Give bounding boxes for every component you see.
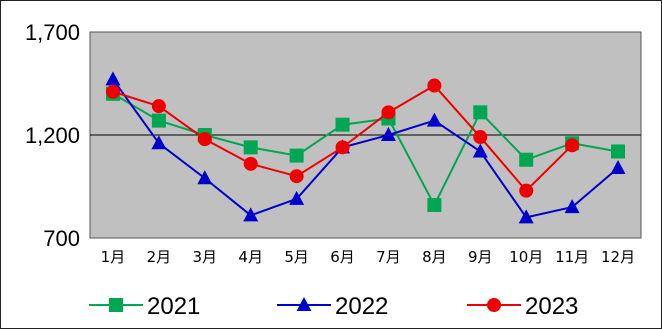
x-axis-ticks: 1月 2月 3月 4月 5月 6月 7月 8月 9月 10月 11月 12月 (101, 248, 635, 266)
data-point-2023 (289, 169, 304, 184)
x-tick-label: 5月 (284, 248, 309, 266)
data-point-2021 (151, 113, 166, 128)
x-tick-label: 7月 (376, 248, 401, 266)
x-tick-label: 2月 (147, 248, 172, 266)
legend-label: 2021 (147, 293, 200, 320)
x-tick-label: 11月 (555, 248, 589, 266)
data-point-2023 (381, 105, 396, 120)
data-point-2021 (473, 105, 488, 120)
data-point-2023 (473, 130, 488, 145)
data-point-2023 (243, 156, 258, 171)
data-point-2021 (335, 117, 350, 132)
data-point-2022 (151, 135, 167, 150)
legend-label: 2022 (335, 293, 388, 320)
legend-marker-triangle (296, 297, 312, 311)
data-point-2022 (472, 143, 488, 158)
data-point-2022 (610, 159, 626, 174)
data-point-2021 (427, 198, 442, 213)
legend-marker-square (109, 298, 123, 312)
data-point-2022 (380, 127, 396, 141)
data-point-2023 (105, 84, 120, 99)
data-point-2023 (197, 132, 212, 147)
legend-item-2022: 2022 (277, 293, 388, 320)
data-point-2022 (518, 209, 534, 224)
data-point-2023 (519, 183, 534, 198)
data-point-2021 (243, 140, 258, 155)
legend: 2021 2022 2023 (89, 293, 578, 320)
data-point-2021 (611, 144, 626, 159)
data-point-2021 (519, 152, 534, 167)
data-point-2022 (105, 71, 121, 86)
series-layer (105, 71, 626, 224)
data-point-2022 (289, 190, 305, 205)
series-line-2022 (112, 78, 619, 219)
series-2022 (105, 71, 626, 224)
data-point-2023 (151, 99, 166, 114)
series-2023 (105, 78, 580, 198)
x-tick-label: 12月 (601, 248, 635, 266)
data-point-2021 (289, 148, 304, 163)
legend-item-2021: 2021 (89, 293, 200, 320)
x-tick-label: 3月 (193, 248, 218, 266)
x-tick-label: 10月 (509, 248, 543, 266)
data-point-2022 (197, 170, 213, 185)
data-point-2022 (426, 112, 442, 127)
x-tick-label: 8月 (422, 248, 447, 266)
y-tick-label: 700 (43, 226, 80, 251)
y-tick-label: 1,700 (25, 20, 80, 45)
data-point-2022 (243, 207, 259, 222)
x-tick-label: 9月 (468, 248, 493, 266)
y-tick-label: 1,200 (25, 123, 80, 148)
data-point-2022 (564, 199, 580, 214)
legend-item-2023: 2023 (467, 293, 578, 320)
legend-marker-circle (487, 298, 501, 312)
x-tick-label: 1月 (101, 248, 126, 266)
x-tick-label: 6月 (330, 248, 355, 266)
data-point-2023 (427, 78, 442, 93)
legend-label: 2023 (525, 293, 578, 320)
data-point-2023 (335, 140, 350, 155)
y-axis-ticks: 1,700 1,200 700 (25, 20, 80, 251)
data-point-2023 (565, 138, 580, 153)
x-tick-label: 4月 (238, 248, 263, 266)
